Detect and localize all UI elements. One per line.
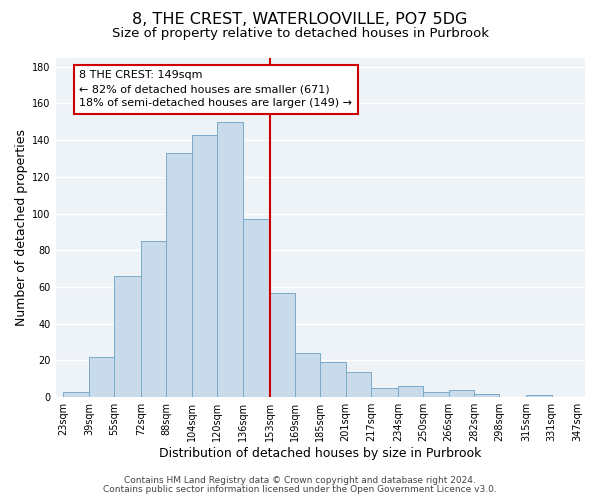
Bar — [89, 357, 114, 397]
Text: 8 THE CREST: 149sqm
← 82% of detached houses are smaller (671)
18% of semi-detac: 8 THE CREST: 149sqm ← 82% of detached ho… — [79, 70, 352, 108]
Bar — [166, 153, 192, 397]
X-axis label: Distribution of detached houses by size in Purbrook: Distribution of detached houses by size … — [159, 447, 481, 460]
Text: Contains public sector information licensed under the Open Government Licence v3: Contains public sector information licen… — [103, 485, 497, 494]
Bar — [449, 390, 474, 397]
Bar — [526, 396, 552, 397]
Bar — [474, 394, 499, 397]
Bar — [192, 134, 217, 397]
Bar — [320, 362, 346, 397]
Bar — [242, 219, 269, 397]
Text: Size of property relative to detached houses in Purbrook: Size of property relative to detached ho… — [112, 28, 488, 40]
Bar — [295, 353, 320, 397]
Text: 8, THE CREST, WATERLOOVILLE, PO7 5DG: 8, THE CREST, WATERLOOVILLE, PO7 5DG — [133, 12, 467, 28]
Text: Contains HM Land Registry data © Crown copyright and database right 2024.: Contains HM Land Registry data © Crown c… — [124, 476, 476, 485]
Bar — [424, 392, 449, 397]
Bar — [269, 292, 295, 397]
Bar — [346, 372, 371, 397]
Y-axis label: Number of detached properties: Number of detached properties — [15, 129, 28, 326]
Bar — [141, 241, 166, 397]
Bar — [114, 276, 141, 397]
Bar — [371, 388, 398, 397]
Bar — [64, 392, 89, 397]
Bar — [217, 122, 242, 397]
Bar — [398, 386, 424, 397]
